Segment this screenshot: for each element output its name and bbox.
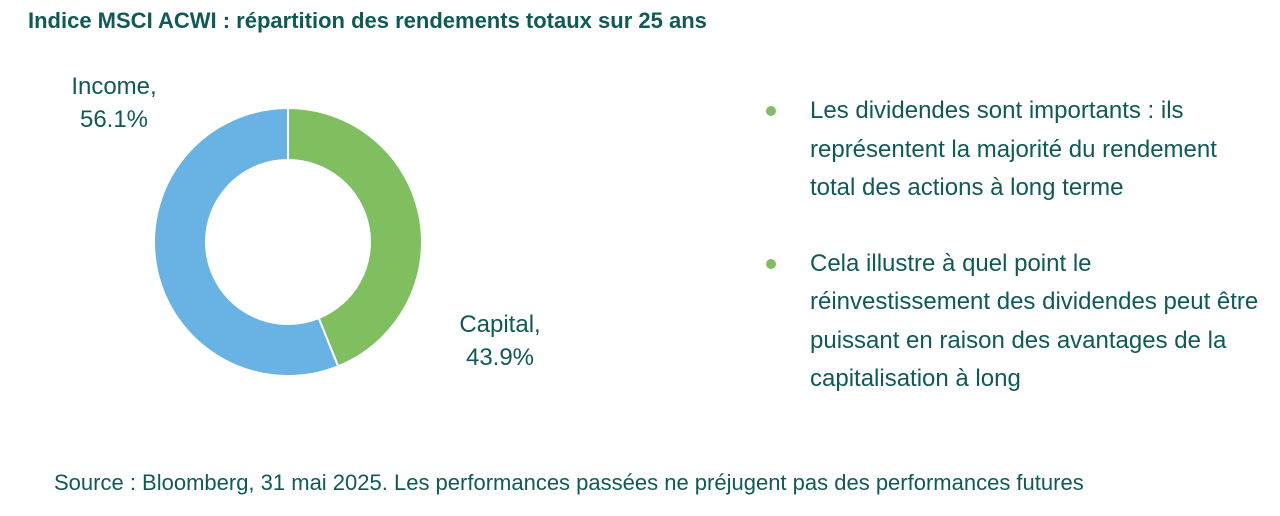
chart-title: Indice MSCI ACWI : répartition des rende…	[28, 8, 707, 33]
key-point-reinvestment: Cela illustre à quel point le réinvestis…	[762, 245, 1262, 399]
key-point-text: Cela illustre à quel point le réinvestis…	[810, 249, 1259, 393]
income-label-value: 56.1%	[79, 106, 149, 133]
income-slice-label: Income, 56.1%	[52, 70, 176, 136]
capital-slice-label: Capital, 43.9%	[438, 308, 562, 374]
source-note: Source : Bloomberg, 31 mai 2025. Les per…	[54, 470, 1084, 495]
donut-chart: Income, 56.1% Capital, 43.9%	[0, 0, 640, 460]
key-point-dividends: Les dividendes sont importants : ils rep…	[762, 92, 1262, 208]
capital-slice	[287, 106, 423, 368]
donut-chart-svg	[153, 106, 423, 377]
income-label-name: Income,	[71, 73, 157, 100]
key-point-text: Les dividendes sont importants : ils rep…	[810, 97, 1217, 201]
income-slice	[153, 106, 340, 377]
capital-label-name: Capital,	[459, 311, 541, 338]
bullet-dot-icon	[766, 106, 776, 116]
capital-label-value: 43.9%	[465, 344, 535, 371]
key-points-list: Les dividendes sont importants : ils rep…	[762, 92, 1262, 436]
bullet-dot-icon	[766, 258, 776, 269]
